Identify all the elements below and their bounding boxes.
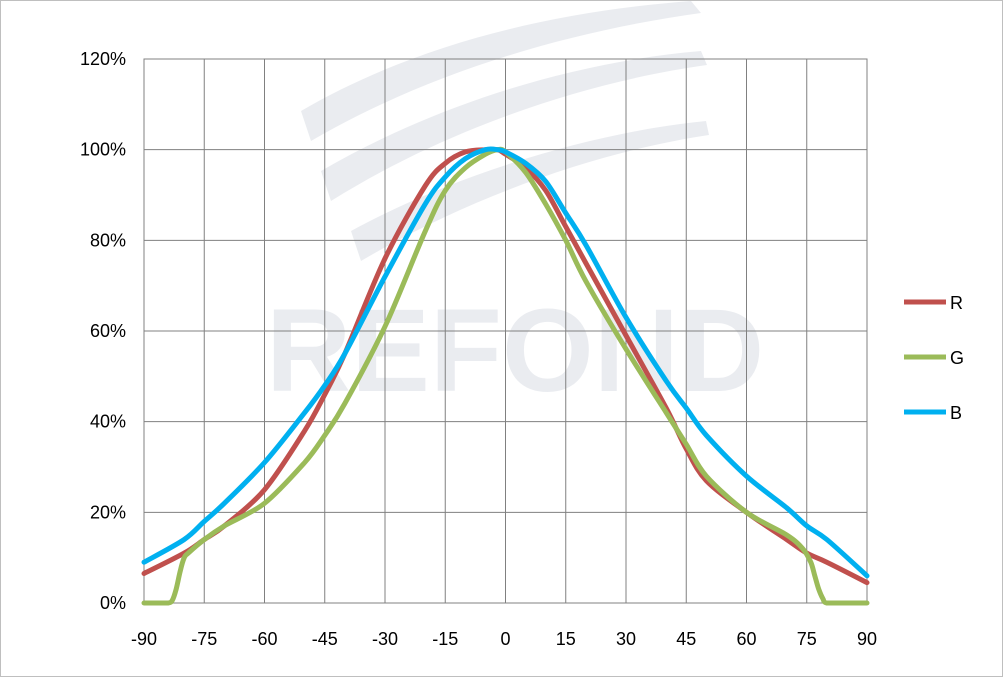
y-tick-label: 0%: [100, 593, 126, 613]
y-tick-label: 120%: [80, 49, 126, 69]
legend-item-g: G: [904, 348, 964, 368]
watermark-text: REFOND: [266, 285, 764, 417]
x-tick-label: 60: [736, 629, 756, 649]
x-tick-label: 90: [857, 629, 877, 649]
plot-area-border: [143, 58, 868, 604]
x-tick-label: 30: [616, 629, 636, 649]
x-tick-label: -90: [131, 629, 157, 649]
legend-item-b: B: [904, 403, 962, 423]
legend: R G B: [904, 293, 964, 423]
y-tick-label: 40%: [90, 412, 126, 432]
x-tick-label: 75: [797, 629, 817, 649]
x-tick-label: -45: [312, 629, 338, 649]
series-lines: [141, 146, 870, 606]
x-tick-label: -75: [191, 629, 217, 649]
x-tick-label: -15: [432, 629, 458, 649]
y-axis-tick-labels: 0% 20% 40% 60% 80% 100% 120%: [80, 49, 126, 613]
legend-label: B: [950, 403, 962, 423]
legend-label: G: [950, 348, 964, 368]
x-tick-label: 15: [556, 629, 576, 649]
x-tick-label: 0: [500, 629, 510, 649]
y-tick-label: 100%: [80, 140, 126, 160]
y-tick-label: 80%: [90, 230, 126, 250]
x-axis-tick-labels: -90 -75 -60 -45 -30 -15 0 15 30 45 60 75 90: [131, 629, 877, 649]
x-tick-label: -30: [372, 629, 398, 649]
legend-item-r: R: [904, 293, 963, 313]
y-tick-label: 20%: [90, 502, 126, 522]
series-line-b: [141, 146, 870, 579]
watermark-logo: REFOND: [266, 1, 764, 417]
x-tick-label: -60: [251, 629, 277, 649]
x-tick-label: 45: [676, 629, 696, 649]
y-tick-label: 60%: [90, 321, 126, 341]
legend-label: R: [950, 293, 963, 313]
